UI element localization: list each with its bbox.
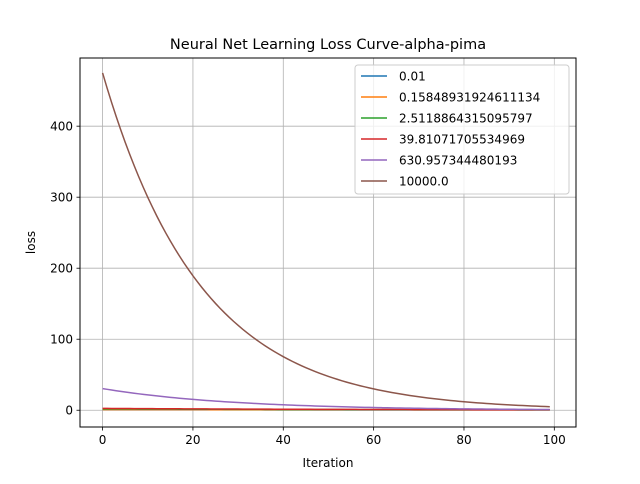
- x-tick-label-2: 40: [276, 433, 291, 447]
- y-tick-label-3: 300: [50, 190, 73, 204]
- x-tick-label-5: 100: [543, 433, 566, 447]
- x-tick-label-1: 20: [185, 433, 200, 447]
- legend-label-0: 0.01: [399, 69, 426, 83]
- legend-label-2: 2.5118864315095797: [399, 111, 533, 125]
- legend-box: [355, 65, 569, 194]
- legend: 0.01 0.15848931924611134 2.511886431509579…: [355, 65, 569, 194]
- legend-label-1: 0.15848931924611134: [399, 90, 540, 104]
- legend-label-5: 10000.0: [399, 174, 449, 188]
- x-tick-label-3: 60: [366, 433, 381, 447]
- legend-label-3: 39.81071705534969: [399, 132, 525, 146]
- x-axis-label: Iteration: [303, 456, 354, 470]
- x-tick-label-4: 80: [456, 433, 471, 447]
- legend-label-4: 630.957344480193: [399, 153, 517, 167]
- x-tick-label-0: 0: [99, 433, 107, 447]
- y-tick-label-2: 200: [50, 262, 73, 276]
- y-axis-label: loss: [24, 231, 38, 254]
- chart-title: Neural Net Learning Loss Curve-alpha-pim…: [170, 37, 486, 53]
- y-tick-label-4: 400: [50, 119, 73, 133]
- y-tick-label-0: 0: [65, 404, 73, 418]
- y-tick-label-1: 100: [50, 333, 73, 347]
